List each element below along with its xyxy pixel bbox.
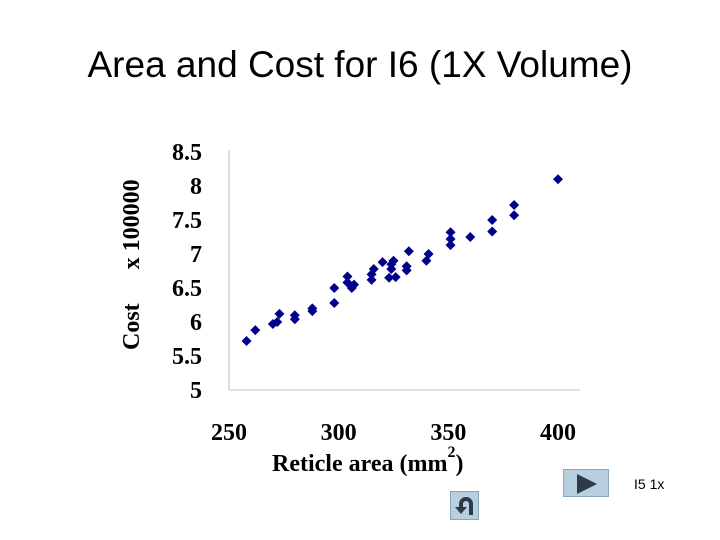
data-point-diamond — [403, 246, 414, 257]
data-point-diamond — [553, 174, 563, 185]
x-tick-label: 350 — [430, 420, 466, 446]
data-point-diamond — [487, 226, 498, 237]
y-tick-labels: 5 5.5 6 6.5 7 7.5 8 8.5 — [172, 140, 202, 404]
plot-frame — [228, 150, 580, 391]
slide-link-label[interactable]: I5 1x — [634, 476, 665, 492]
y-tick-label: 8 — [190, 174, 202, 200]
y-tick-label: 5 — [190, 378, 202, 404]
x-axis-title-superscript: 2 — [447, 444, 455, 461]
data-point-diamond — [366, 274, 377, 285]
data-point-diamond — [368, 263, 379, 274]
return-button[interactable] — [450, 491, 479, 520]
data-point-diamond — [465, 232, 476, 242]
data-point-diamond — [509, 200, 520, 211]
data-point-diamond — [274, 308, 285, 319]
data-point-diamond — [509, 210, 520, 221]
data-point-diamond — [421, 255, 432, 266]
data-point-diamond — [241, 336, 252, 347]
y-tick-label: 6.5 — [172, 276, 202, 302]
data-point-diamond — [272, 317, 283, 327]
y-tick-label: 6 — [190, 310, 202, 336]
u-turn-return-icon — [455, 497, 473, 515]
y-tick-label: 7.5 — [172, 208, 202, 234]
x-axis-title-suffix: ) — [455, 451, 463, 477]
data-point-diamond — [250, 325, 261, 336]
data-point-diamond — [401, 261, 412, 272]
data-points — [241, 174, 563, 347]
x-axis-title-main: Reticle area (mm — [272, 451, 447, 477]
y-axis-title-main: Cost — [119, 303, 145, 350]
play-arrow-icon — [577, 474, 597, 494]
y-tick-label: 5.5 — [172, 344, 202, 370]
x-tick-label: 250 — [211, 420, 247, 446]
data-point-diamond — [423, 249, 434, 259]
x-tick-label: 400 — [540, 420, 576, 446]
y-tick-label: 8.5 — [172, 140, 202, 166]
data-point-diamond — [307, 303, 318, 314]
next-slide-button[interactable] — [563, 469, 609, 497]
slide-title: Area and Cost for I6 (1X Volume) — [87, 44, 633, 85]
y-axis-title-scale: x 100000 — [119, 179, 145, 269]
x-tick-label: 300 — [321, 420, 357, 446]
data-point-diamond — [377, 257, 388, 268]
data-point-diamond — [384, 272, 395, 283]
y-axis-title: Cost x 100000 — [119, 179, 145, 350]
y-tick-label: 7 — [190, 242, 202, 268]
x-axis-title: Reticle area (mm2) — [272, 444, 463, 477]
data-point-diamond — [445, 240, 456, 251]
data-point-diamond — [390, 272, 401, 283]
x-tick-labels: 250 300 350 400 — [211, 420, 576, 446]
data-point-diamond — [329, 297, 340, 308]
data-point-diamond — [349, 279, 360, 290]
data-point-diamond — [445, 227, 456, 238]
data-point-diamond — [487, 215, 498, 225]
data-point-diamond — [445, 234, 456, 245]
data-point-diamond — [342, 271, 353, 282]
data-point-diamond — [329, 283, 340, 293]
data-point-diamond — [289, 310, 300, 321]
svg-text:Cost x 100000: Cost x 100000 — [119, 179, 145, 350]
data-point-diamond — [388, 255, 399, 266]
